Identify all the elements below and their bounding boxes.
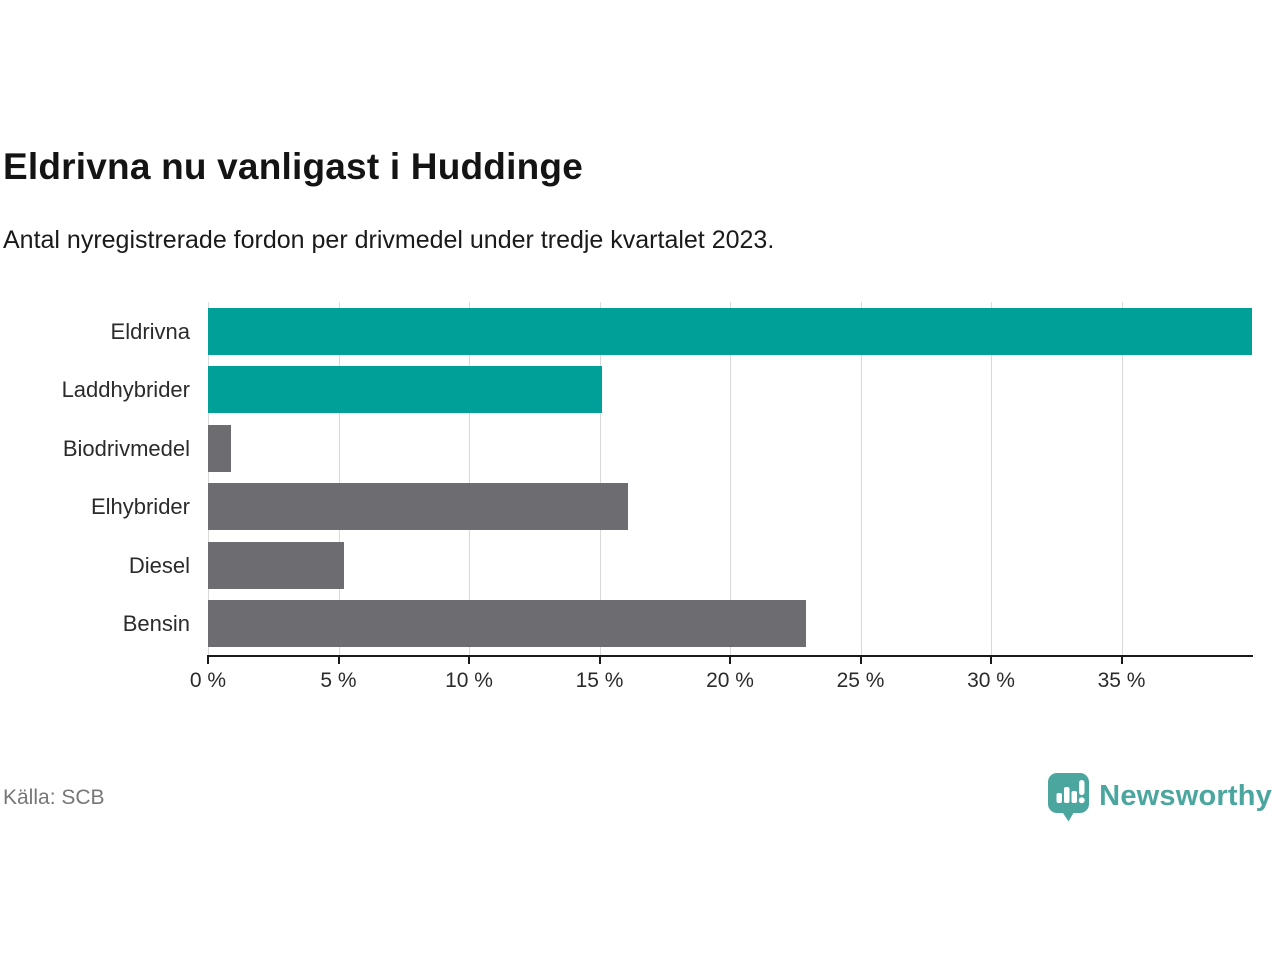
bar-diesel <box>208 542 344 589</box>
chart-subtitle: Antal nyregistrerade fordon per drivmede… <box>3 226 775 254</box>
bar-bensin <box>208 600 806 647</box>
category-label: Diesel <box>128 553 190 578</box>
tick-label: 0 % <box>189 669 227 692</box>
gridline <box>1121 302 1123 656</box>
category-label: Biodrivmedel <box>62 436 190 461</box>
tick-label: 30 % <box>967 669 1015 692</box>
tick-label: 25 % <box>836 669 885 692</box>
gridline <box>338 302 340 656</box>
gridline <box>730 302 731 656</box>
tick-mark <box>468 656 470 664</box>
tick-label: 15 % <box>575 669 624 692</box>
tick-mark <box>990 656 992 664</box>
chart-title: Eldrivna nu vanligast i Huddinge <box>3 146 583 187</box>
tick-mark <box>729 656 731 664</box>
tick-mark <box>859 656 862 664</box>
plot-area <box>207 302 1253 657</box>
gridline <box>860 302 862 656</box>
gridline <box>991 302 992 656</box>
bar-biodrivmedel <box>208 425 232 472</box>
category-label: Eldrivna <box>110 319 190 344</box>
tick-mark <box>337 656 340 664</box>
newsworthy-logo-icon <box>1048 773 1090 822</box>
tick-label: 10 % <box>445 669 493 692</box>
tick-mark <box>1120 656 1123 664</box>
gridline <box>469 302 470 656</box>
x-axis: 0 % 5 % 10 % 15 % 20 % 25 % 30 % 35 % <box>190 656 1252 700</box>
newsworthy-logo: Newsworthy <box>1048 773 1272 825</box>
tick-label: 20 % <box>706 669 754 692</box>
tick-label: 35 % <box>1097 669 1146 692</box>
source-text: Källa: SCB <box>3 786 105 809</box>
newsworthy-logo-text: Newsworthy <box>1099 780 1272 812</box>
gridline <box>208 302 209 656</box>
category-labels: Eldrivna Laddhybrider Biodrivmedel Elhybrid… <box>0 302 190 656</box>
bar-eldrivna <box>208 308 1252 355</box>
category-label: Bensin <box>122 611 190 636</box>
tick-mark <box>207 656 209 664</box>
bar-elhybrider <box>208 483 629 530</box>
bar-laddhybrider <box>208 366 603 413</box>
category-label: Laddhybrider <box>61 377 190 402</box>
gridline <box>599 302 601 656</box>
tick-mark <box>598 656 601 664</box>
category-label: Elhybrider <box>90 494 190 519</box>
tick-label: 5 % <box>320 669 357 692</box>
